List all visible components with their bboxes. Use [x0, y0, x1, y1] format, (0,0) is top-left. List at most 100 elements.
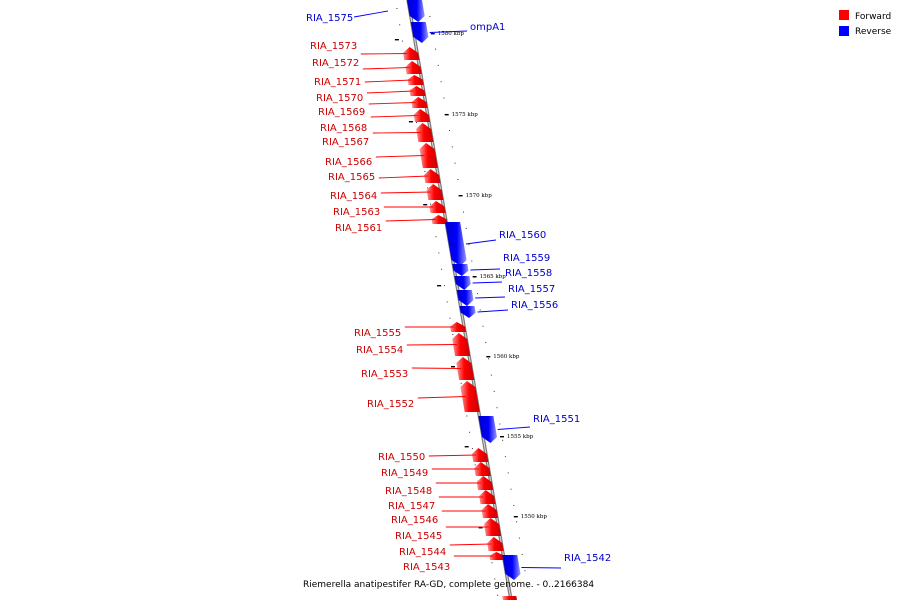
position-dot [465, 227, 467, 229]
tick-label: 1550 kbp [521, 514, 548, 520]
position-dot [460, 382, 462, 384]
gene-arrow[interactable] [431, 215, 448, 224]
gene-leader-line [385, 219, 436, 222]
gene-arrow[interactable] [456, 290, 474, 306]
gene-label[interactable]: RIA_1555 [354, 328, 401, 339]
position-dot [438, 252, 440, 254]
position-dot [471, 260, 473, 262]
gene-leader-line [429, 30, 468, 33]
gene-arrow[interactable] [407, 75, 424, 85]
gene-label[interactable]: RIA_1549 [381, 468, 428, 479]
gene-label[interactable]: RIA_1568 [320, 123, 367, 134]
gene-label[interactable]: RIA_1543 [403, 562, 450, 573]
gene-arrow[interactable] [429, 201, 446, 213]
position-dot [443, 97, 445, 99]
gene-arrow[interactable] [454, 276, 471, 290]
gene-arrow[interactable] [403, 47, 420, 60]
gene-label[interactable]: RIA_1570 [316, 93, 363, 104]
position-dot [440, 81, 442, 83]
gene-arrow[interactable] [456, 357, 475, 380]
gene-leader-line [360, 53, 408, 55]
gene-label[interactable]: RIA_1565 [328, 172, 375, 183]
gene-leader-line [477, 309, 509, 313]
gene-label[interactable]: RIA_1572 [312, 58, 359, 69]
gene-label[interactable]: RIA_1548 [385, 486, 432, 497]
gene-label[interactable]: RIA_1569 [318, 107, 365, 118]
gene-label[interactable]: RIA_1561 [335, 223, 382, 234]
position-dot [507, 472, 509, 474]
gene-label[interactable]: RIA_1558 [505, 268, 552, 279]
gene-arrow[interactable] [479, 490, 496, 504]
tick-mark [458, 195, 463, 197]
position-dot [471, 448, 473, 450]
tick-label: 1555 kbp [507, 434, 534, 440]
gene-label[interactable]: RIA_1559 [503, 253, 550, 264]
gene-leader-line [364, 79, 412, 83]
gene-label[interactable]: RIA_1563 [333, 207, 380, 218]
gene-arrow[interactable] [489, 552, 506, 560]
gene-arrow[interactable] [474, 462, 491, 476]
gene-arrow[interactable] [405, 61, 422, 74]
gene-label[interactable]: RIA_1573 [310, 41, 357, 52]
gene-arrow[interactable] [409, 86, 426, 96]
tick-label: 1565 kbp [480, 274, 507, 280]
gene-arrow[interactable] [450, 322, 466, 332]
gene-label[interactable]: RIA_1571 [314, 77, 361, 88]
gene-arrow[interactable] [407, 0, 425, 22]
position-dot [429, 16, 431, 17]
position-dot [521, 553, 523, 555]
gene-arrow[interactable] [426, 184, 444, 200]
gene-label[interactable]: RIA_1546 [391, 515, 438, 526]
gene-arrow[interactable] [452, 264, 469, 276]
gene-arrow[interactable] [416, 123, 434, 142]
gene-label[interactable]: RIA_1556 [511, 300, 558, 311]
gene-arrow[interactable] [476, 476, 494, 490]
gene-arrow[interactable] [410, 22, 429, 43]
gene-label[interactable]: RIA_1560 [499, 230, 546, 241]
gene-label[interactable]: RIA_1553 [361, 369, 408, 380]
position-dot [424, 171, 426, 172]
gene-arrow[interactable] [460, 381, 480, 412]
gene-arrow[interactable] [452, 333, 471, 356]
position-dot [479, 309, 481, 311]
position-dot [437, 64, 439, 66]
tick-label: 1570 kbp [466, 193, 493, 199]
position-dot [510, 488, 512, 490]
gene-label[interactable]: RIA_1544 [399, 547, 446, 558]
gene-label[interactable]: RIA_1567 [322, 137, 369, 148]
legend-forward-label: Forward [855, 12, 891, 22]
gene-label[interactable]: RIA_1557 [508, 284, 555, 295]
gene-label[interactable]: RIA_1547 [388, 501, 435, 512]
position-dot [476, 293, 478, 295]
gene-label[interactable]: RIA_1551 [533, 414, 580, 425]
gene-label[interactable]: RIA_1550 [378, 452, 425, 463]
gene-arrow[interactable] [413, 109, 430, 122]
gene-arrow[interactable] [502, 555, 521, 580]
position-dot [443, 285, 445, 287]
gene-arrow[interactable] [411, 97, 428, 108]
position-dot [454, 162, 456, 164]
gene-arrow[interactable] [445, 222, 467, 266]
gene-arrow[interactable] [478, 416, 497, 443]
gene-arrow[interactable] [424, 169, 441, 183]
gene-arrow[interactable] [419, 143, 438, 168]
gene-leader-line [428, 454, 477, 457]
gene-arrow[interactable] [487, 537, 504, 551]
gene-arrow[interactable] [471, 448, 489, 462]
gene-label[interactable]: RIA_1566 [325, 157, 372, 168]
gene-label[interactable]: RIA_1542 [564, 553, 611, 564]
gene-label[interactable]: ompA1 [470, 22, 505, 33]
gene-arrow[interactable] [484, 518, 501, 536]
position-dot [488, 358, 490, 360]
gene-label[interactable]: RIA_1554 [356, 345, 403, 356]
gene-label[interactable]: RIA_1564 [330, 191, 377, 202]
position-dot [466, 415, 468, 417]
position-dot [402, 40, 403, 42]
gene-arrow[interactable] [459, 306, 476, 318]
gene-label[interactable]: RIA_1575 [306, 13, 353, 24]
gene-arrow[interactable] [481, 504, 498, 518]
gene-label[interactable]: RIA_1545 [395, 531, 442, 542]
gene-label[interactable]: RIA_1552 [367, 399, 414, 410]
tick-mark [464, 446, 469, 448]
gene-leader-line [372, 132, 421, 134]
